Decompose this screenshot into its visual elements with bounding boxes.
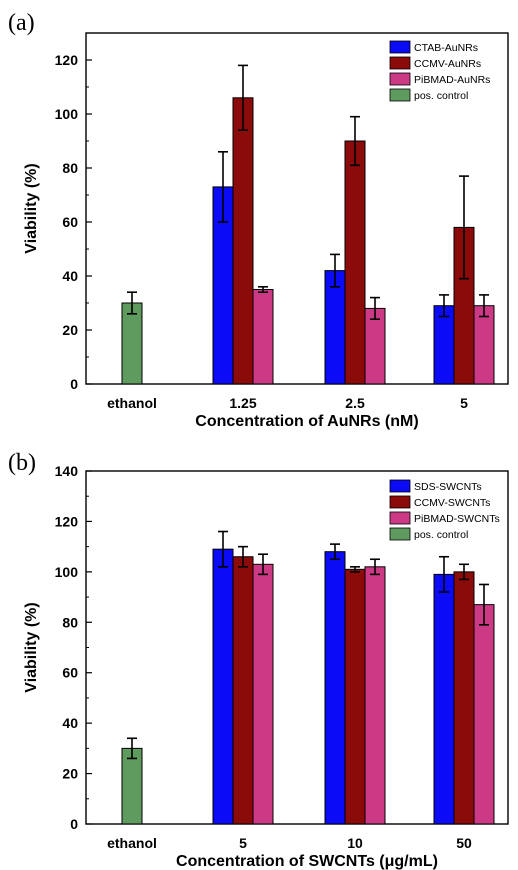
legend-label: pos. control [414,529,468,541]
y-tick-label: 80 [62,614,78,630]
x-tick-label: 50 [456,835,472,851]
x-tick-label: 5 [239,835,247,851]
bar [344,140,366,385]
legend-label: CCMV-SWCNTs [414,497,490,509]
y-tick-label: 0 [70,816,78,832]
legend-swatch [389,56,411,70]
legend-label: CCMV-AuNRs [414,58,481,70]
bar [212,548,234,825]
legend-swatch [389,40,411,54]
bar [232,97,254,385]
bar [121,747,143,825]
y-tick-label: 60 [62,214,78,230]
legend-label: pos. control [414,90,468,102]
legend-swatch [389,88,411,102]
y-axis-title: Viability (%) [23,602,40,692]
legend-swatch [389,479,411,493]
y-tick-label: 20 [62,766,78,782]
bar [433,573,455,825]
legend-swatch [389,511,411,525]
bar [473,604,495,825]
x-axis-title: Concentration of SWCNTs (μg/mL) [176,853,438,870]
y-tick-label: 120 [55,52,79,68]
bar [252,289,274,385]
y-axis-title: Viability (%) [23,163,40,253]
bar [121,302,143,385]
y-tick-label: 100 [55,564,79,580]
x-tick-label: 2.5 [345,395,365,411]
y-tick-label: 80 [62,160,78,176]
y-tick-label: 120 [55,513,79,529]
legend-label: SDS-SWCNTs [414,481,482,493]
x-tick-label: ethanol [107,395,157,411]
x-tick-label: 10 [347,835,363,851]
y-tick-label: 0 [70,376,78,392]
panel-label: (a) [8,10,35,36]
bar [433,305,455,385]
bar [324,270,346,385]
x-axis-title: Concentration of AuNRs (nM) [195,413,418,430]
plot-frame [85,32,509,385]
legend-label: PiBMAD-AuNRs [414,74,490,86]
panel-label: (b) [8,450,36,476]
bar [364,566,386,825]
legend: CTAB-AuNRs CCMV-AuNRs PiBMAD-AuNRs pos. con… [389,40,490,102]
bar [252,563,274,825]
bar [453,571,475,825]
x-tick-label: 1.25 [229,395,256,411]
legend-swatch [389,527,411,541]
panel-b: (b) 0 20 40 60 80 100 120 140 Viability (%) ethano… [8,450,509,870]
y-tick-label: 40 [62,715,78,731]
bar [232,556,254,825]
legend-label: PiBMAD-SWCNTs [414,513,500,525]
y-tick-label: 20 [62,322,78,338]
panel-a: (a) 0 20 40 60 80 100 120 Viability (%) ethanol 1.… [8,10,509,430]
legend-label: CTAB-AuNRs [414,42,478,54]
bar [473,305,495,385]
legend: SDS-SWCNTs CCMV-SWCNTs PiBMAD-SWCNTs pos. c… [389,479,500,541]
x-tick-label: ethanol [107,835,157,851]
bar [324,551,346,825]
x-tick-label: 5 [460,395,468,411]
legend-swatch [389,495,411,509]
y-tick-label: 140 [55,463,79,479]
y-tick-label: 100 [55,106,79,122]
y-tick-label: 40 [62,268,78,284]
bar [344,568,366,825]
legend-swatch [389,72,411,86]
y-tick-label: 60 [62,665,78,681]
